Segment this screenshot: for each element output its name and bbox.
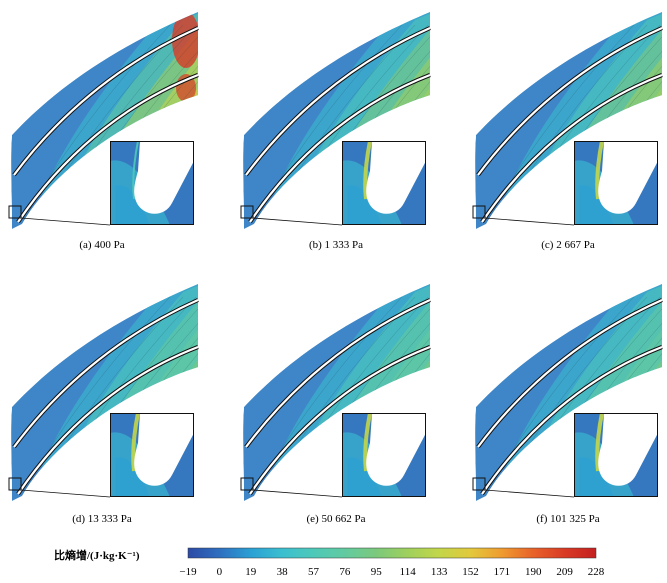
colorbar-tick-label: 133 [431,566,448,578]
zoom-connector [484,489,575,498]
colorbar [187,547,597,559]
zoom-connector [252,489,343,498]
panel-caption-e: (e) 50 662 Pa [307,513,366,525]
leading-edge-layer [132,141,139,200]
blade-leading-edge [134,413,194,486]
inset-frame [342,141,426,225]
zoom-marker [8,205,22,219]
zoom-connector [252,217,343,226]
zoom-connector [20,217,111,226]
colorbar-tick-label: 57 [308,566,320,578]
zoom-inset [574,141,658,225]
blade [13,298,199,448]
zoom-inset [110,413,194,497]
leading-edge-layer [595,141,604,200]
leading-edge-layer [595,413,604,472]
high-entropy-region [172,12,198,68]
leading-edge-layer [131,413,140,472]
colorbar-ticks: −19 0 19 38 57 76 95 114 133 152 171 190 209 228 [179,566,604,578]
zoom-inset [574,413,658,497]
leading-edge-layer [363,141,372,200]
zoom-marker [472,205,486,219]
inset-frame [110,141,194,225]
colorbar-tick-label: 114 [400,566,417,578]
blade [481,73,663,223]
colorbar-tick-label: 0 [217,566,223,578]
zoom-marker [8,477,22,491]
zoom-inset [342,413,426,497]
blade-leading-edge [598,141,658,214]
blade [249,345,431,495]
leading-edge-layer [363,413,372,472]
colorbar-tick-label: 76 [339,566,351,578]
inset-frame [110,413,194,497]
blade [17,73,199,223]
blade [245,298,431,448]
inset-frame [342,413,426,497]
contour-panel [472,12,663,229]
zoom-connector [484,217,575,226]
colorbar-tick-label: 38 [277,566,289,578]
panel-caption-c: (c) 2 667 Pa [541,239,595,251]
colorbar-tick-label: 228 [588,566,605,578]
blade-leading-edge [366,141,426,214]
zoom-marker [240,205,254,219]
contour-panel [472,284,663,501]
panel-caption-d: (d) 13 333 Pa [72,513,132,525]
panel-caption-f: (f) 101 325 Pa [536,513,599,525]
inset-frame [574,141,658,225]
panel-caption-b: (b) 1 333 Pa [309,239,363,251]
colorbar-tick-label: 171 [494,566,511,578]
blade [13,26,199,176]
zoom-inset [342,141,426,225]
zoom-marker [240,477,254,491]
panel-caption-a: (a) 400 Pa [79,239,124,251]
colorbar-tick-label: 152 [462,566,479,578]
blade [477,298,663,448]
blade [481,345,663,495]
blade [477,26,663,176]
colorbar-tick-label: 190 [525,566,542,578]
blade-leading-edge [134,141,194,214]
colorbar-label: 比熵增/(J·kg·K⁻¹) [54,548,140,562]
colorbar-tick-label: 19 [245,566,257,578]
blade-leading-edge [366,413,426,486]
blade [245,26,431,176]
panels [8,12,663,501]
colorbar-tick-label: 209 [556,566,573,578]
blade [17,345,199,495]
zoom-connector [20,489,111,498]
blade-leading-edge [598,413,658,486]
blade [249,73,431,223]
colorbar-tick-label: 95 [371,566,383,578]
inset-frame [574,413,658,497]
zoom-inset [110,141,194,225]
colorbar-tick-label: −19 [179,566,197,578]
zoom-marker [472,477,486,491]
